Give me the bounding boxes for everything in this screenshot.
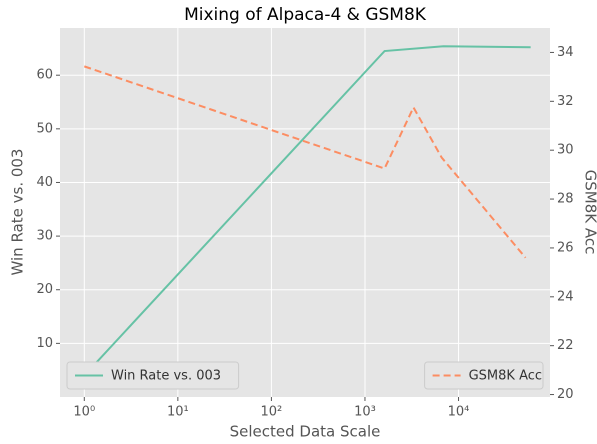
y2-tick-label: 26 <box>557 240 574 255</box>
y-tick-label: 20 <box>36 282 53 297</box>
legend-label: GSM8K Acc <box>469 369 542 384</box>
legend-label: Win Rate vs. 003 <box>111 369 221 384</box>
y2-tick-label: 24 <box>557 289 574 304</box>
y2-tick-label: 34 <box>557 45 574 60</box>
y2-tick-label: 20 <box>557 387 574 402</box>
y2-tick-label: 30 <box>557 143 574 158</box>
y2-axis-label: GSM8K Acc <box>582 170 597 255</box>
y2-tick-label: 22 <box>557 338 574 353</box>
y-tick-label: 30 <box>36 229 53 244</box>
y-axis-label: Win Rate vs. 003 <box>9 149 27 276</box>
x-tick-label: 10⁴ <box>448 405 470 420</box>
x-axis-label: Selected Data Scale <box>230 423 381 441</box>
chart-title: Mixing of Alpaca-4 & GSM8K <box>184 5 427 25</box>
x-tick-label: 10² <box>261 405 283 420</box>
y2-tick-label: 28 <box>557 192 574 207</box>
plot-background <box>60 28 550 397</box>
y-tick-label: 60 <box>36 68 53 83</box>
y2-tick-label: 32 <box>557 94 574 109</box>
x-tick-label: 10¹ <box>167 405 189 420</box>
x-tick-label: 10⁰ <box>73 405 95 420</box>
y-tick-label: 40 <box>36 175 53 190</box>
x-tick-label: 10³ <box>354 405 376 420</box>
y-tick-label: 10 <box>36 336 53 351</box>
y-tick-label: 50 <box>36 121 53 136</box>
